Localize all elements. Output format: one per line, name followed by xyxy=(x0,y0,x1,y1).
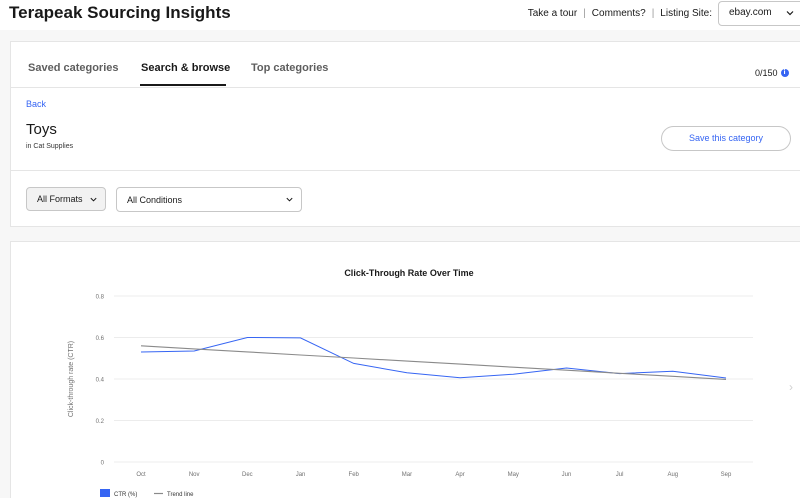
x-tick-labels: Oct Nov Dec Jan Feb Mar Apr May Jun Jul Aug Sep xyxy=(136,472,732,478)
take-tour-link[interactable]: Take a tour xyxy=(527,8,578,19)
tab-top-categories[interactable]: Top categories xyxy=(251,62,329,74)
condition-filter-select[interactable]: All Conditions xyxy=(116,187,302,212)
x-tick-label: Sep xyxy=(721,472,732,478)
y-axis-label: Click-through rate (CTR) xyxy=(68,341,75,417)
chevron-down-icon xyxy=(786,11,794,16)
active-tab-indicator xyxy=(140,84,226,86)
info-icon[interactable]: i xyxy=(780,69,789,77)
legend-label-trend: Trend line xyxy=(167,492,194,498)
y-tick-label: 0 xyxy=(101,461,105,467)
format-filter-label: All Formats xyxy=(37,194,83,204)
listing-site-select[interactable]: ebay.com xyxy=(718,1,800,26)
y-tick-label: 0.6 xyxy=(96,336,105,342)
chevron-right-icon[interactable]: › xyxy=(789,380,793,394)
separator: | xyxy=(583,8,586,19)
category-subtitle: in Cat Supplies xyxy=(26,143,74,150)
tab-bar: Saved categories Search & browse Top cat… xyxy=(11,42,800,88)
chevron-down-icon xyxy=(90,197,97,202)
condition-filter-label: All Conditions xyxy=(127,195,183,205)
top-bar: Terapeak Sourcing Insights Take a tour |… xyxy=(0,0,800,30)
save-category-button[interactable]: Save this category xyxy=(661,126,791,151)
x-tick-label: May xyxy=(508,472,519,478)
listing-site-label: Listing Site: xyxy=(660,8,712,19)
saved-counter: 0/150 i xyxy=(755,68,789,78)
legend-label-ctr: CTR (%) xyxy=(114,492,137,498)
x-tick-label: Aug xyxy=(667,472,678,478)
comments-link[interactable]: Comments? xyxy=(591,8,646,19)
listing-site-value: ebay.com xyxy=(729,7,772,18)
y-tick-label: 0.8 xyxy=(96,295,105,301)
divider xyxy=(11,170,800,171)
y-tick-label: 0.4 xyxy=(96,378,105,384)
grid-lines xyxy=(114,295,753,463)
legend-swatch-ctr xyxy=(100,489,110,497)
x-tick-label: Jan xyxy=(296,472,306,478)
x-tick-label: Dec xyxy=(242,472,253,478)
x-tick-label: Jun xyxy=(562,472,572,478)
saved-count: 0/150 xyxy=(755,68,778,78)
separator: | xyxy=(651,8,655,19)
tab-saved-categories[interactable]: Saved categories xyxy=(28,62,119,74)
ctr-series-line xyxy=(140,336,727,379)
legend: CTR (%) Trend line xyxy=(100,489,194,498)
trend-series-line xyxy=(140,345,727,380)
top-links: Take a tour | Comments? | Listing Site: xyxy=(528,8,712,19)
chart-card: Click-Through Rate Over Time Click-throu… xyxy=(10,241,800,498)
back-link[interactable]: Back xyxy=(26,99,47,109)
category-card: Saved categories Search & browse Top cat… xyxy=(10,41,800,227)
x-tick-label: Nov xyxy=(189,472,200,478)
series-lines xyxy=(140,336,727,380)
x-tick-label: Feb xyxy=(349,472,360,478)
y-tick-label: 0.2 xyxy=(96,419,105,425)
x-tick-label: Mar xyxy=(402,472,412,478)
y-tick-labels: 0 0.2 0.4 0.6 0.8 xyxy=(96,295,105,467)
format-filter-button[interactable]: All Formats xyxy=(26,187,106,211)
chart-title: Click-Through Rate Over Time xyxy=(344,268,473,278)
x-tick-label: Jul xyxy=(616,472,624,478)
app-title: Terapeak Sourcing Insights xyxy=(9,3,231,22)
chevron-down-icon xyxy=(286,197,293,202)
x-tick-label: Apr xyxy=(455,472,464,478)
tab-search-browse[interactable]: Search & browse xyxy=(141,62,231,74)
x-tick-label: Oct xyxy=(136,472,146,478)
category-title: Toys xyxy=(26,121,57,138)
